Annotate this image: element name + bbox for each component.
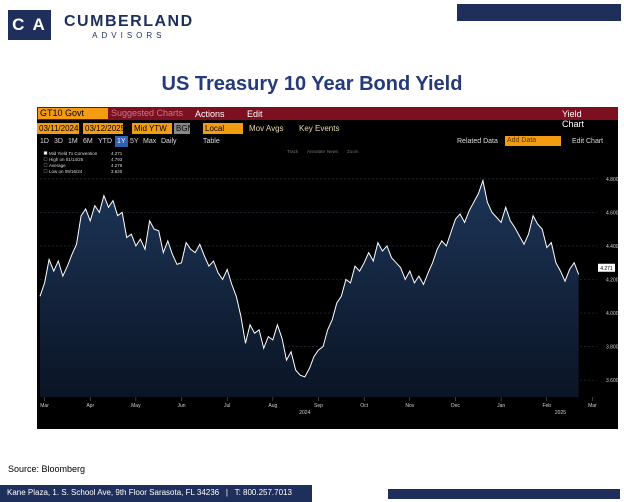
currency-select[interactable]: Local CCY [203, 123, 243, 144]
edit-label: Edit [247, 109, 263, 119]
footer-phone: T: 800.257.7013 [234, 488, 292, 497]
toolbar-annotate: Annotate [307, 149, 326, 154]
footer-bar: Kane Plaza, 1. S. School Ave, 9th Floor … [0, 485, 312, 502]
x-tick-label-6: Sep [314, 403, 323, 409]
period-6m[interactable]: 6M [83, 138, 93, 145]
toolbar-news: News [327, 149, 339, 154]
brand-line1: CUMBERLAND [64, 13, 194, 30]
x-axis: Mar Apr May Jun Jul Aug Sep Oct Nov Dec Jan Feb Mar 2… [40, 397, 597, 416]
y-axis: 4.800 4.600 4.400 4.200 4.000 3.800 3.600 [606, 177, 618, 384]
x-tick-label-0: Mar [40, 403, 49, 409]
x-tick-label-12: Mar [588, 403, 597, 409]
legend: Mid Yield To Convention 4.271 High on 01/1… [43, 151, 123, 174]
last-value-label: 4.271 [600, 266, 613, 272]
footer-divider: | [225, 488, 228, 497]
related-data-button[interactable]: Related Data [457, 138, 498, 145]
frequency-select[interactable]: Daily [161, 138, 177, 145]
field-select[interactable]: Mid YTW [132, 123, 172, 134]
x-tick-label-9: Dec [451, 403, 460, 409]
year-label-2025: 2025 [555, 410, 566, 416]
y-tick-label-0: 4.800 [606, 177, 618, 183]
y-tick-label-4: 4.000 [606, 311, 618, 317]
period-1m[interactable]: 1M [68, 138, 78, 145]
x-tick-label-1: Apr [86, 403, 94, 409]
date-range-bar: 03/11/2024 03/12/2025 Mid YTW BGN Local … [37, 123, 618, 144]
legend-value-3: 3.620 [111, 169, 123, 174]
legend-value-2: 4.276 [111, 163, 123, 168]
yield-series-line [39, 178, 580, 378]
legend-value-0: 4.271 [111, 151, 123, 156]
x-tick-label-5: Aug [268, 403, 277, 409]
y-tick-label-3: 4.200 [606, 278, 618, 284]
ticker-field[interactable]: GT10 Govt [38, 108, 108, 119]
edit-chart-button[interactable]: Edit Chart [572, 138, 604, 145]
footer-text: Kane Plaza, 1. S. School Ave, 9th Floor … [7, 488, 292, 497]
legend-swatch-2 [43, 163, 48, 167]
table-button[interactable]: Table [203, 138, 220, 145]
yield-chart-label: Yield Chart [562, 109, 585, 129]
actions-label: Actions [195, 109, 225, 119]
y-tick-label-5: 3.800 [606, 345, 618, 351]
period-1y[interactable]: 1Y [115, 136, 128, 147]
legend-label-2: Average [49, 163, 66, 168]
legend-label-1: High on 01/14/25 [49, 157, 84, 162]
last-value-box [598, 263, 615, 272]
y-tick-label-2: 4.400 [606, 244, 618, 250]
key-events-toggle[interactable]: Key Events [299, 124, 340, 133]
legend-label-3: Low on 09/16/24 [49, 169, 83, 174]
y-tick-label-6: 3.600 [606, 378, 618, 384]
terminal-title-bar: GT10 Govt Suggested Charts Actions Edit … [37, 107, 618, 129]
legend-label-0: Mid Yield To Convention [49, 151, 98, 156]
start-date-input[interactable]: 03/11/2024 [37, 123, 79, 134]
period-1d[interactable]: 1D [40, 138, 49, 145]
chart-toolbar: Track Annotate News Zoom [287, 149, 359, 154]
mov-avgs-toggle[interactable]: Mov Avgs [249, 124, 284, 133]
legend-value-1: 4.793 [111, 157, 123, 162]
footer-accent-bar [388, 489, 620, 499]
x-tick-label-10: Jan [497, 403, 505, 409]
x-tick-label-8: Nov [405, 403, 414, 409]
period-3d[interactable]: 3D [54, 138, 63, 145]
source-note: Source: Bloomberg [8, 464, 86, 474]
x-tick-label-11: Feb [542, 403, 551, 409]
brand-line2: ADVISORS [92, 31, 166, 40]
slide-title: US Treasury 10 Year Bond Yield [161, 73, 463, 95]
yield-chart: Track Annotate News Zoom 4.800 4.600 4.400 4.2… [39, 149, 618, 416]
bloomberg-terminal: GT10 Govt Suggested Charts Actions Edit … [37, 107, 618, 429]
legend-swatch-3 [43, 169, 48, 173]
year-label-2024: 2024 [299, 410, 310, 416]
period-bar: 1D 3D 1M 6M YTD 1Y 5Y Max Daily Table Re… [37, 136, 618, 147]
toolbar-track: Track [287, 149, 299, 154]
toolbar-zoom: Zoom [347, 149, 359, 154]
header-accent-bar [457, 4, 621, 21]
period-5y[interactable]: 5Y [130, 138, 139, 145]
x-tick-label-4: Jul [224, 403, 230, 409]
x-tick-label-7: Oct [360, 403, 368, 409]
x-tick-label-3: Jun [178, 403, 186, 409]
add-data-input[interactable]: Add Data [505, 136, 561, 146]
y-tick-label-1: 4.600 [606, 210, 618, 216]
logo-letters: C A [12, 15, 47, 34]
last-value-marker: 4.271 [598, 263, 615, 272]
legend-swatch-0 [43, 151, 48, 155]
suggested-charts-link[interactable]: Suggested Charts [111, 108, 184, 118]
brand-name: CUMBERLAND ADVISORS [64, 13, 194, 41]
end-date-input[interactable]: 03/12/2025 [83, 123, 126, 134]
legend-swatch-1 [43, 157, 48, 161]
period-max[interactable]: Max [143, 138, 157, 145]
logo-mark: C A [8, 10, 51, 40]
footer: Kane Plaza, 1. S. School Ave, 9th Floor … [0, 485, 624, 502]
x-tick-label-2: May [131, 403, 141, 409]
yield-area [40, 180, 579, 397]
footer-address: Kane Plaza, 1. S. School Ave, 9th Floor … [7, 488, 220, 497]
period-ytd[interactable]: YTD [98, 138, 112, 145]
source-select[interactable]: BGN [174, 123, 194, 134]
